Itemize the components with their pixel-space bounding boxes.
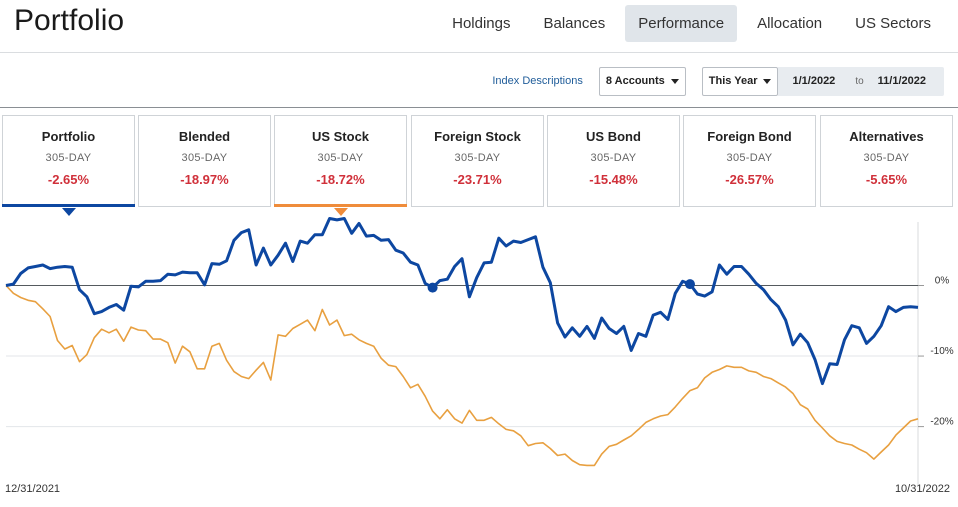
card-period: 305-DAY xyxy=(454,152,501,164)
portfolio-series-line xyxy=(5,217,919,386)
card-blended[interactable]: Blended 305-DAY -18.97% xyxy=(138,115,271,207)
card-period: 305-DAY xyxy=(45,152,92,164)
card-period: 305-DAY xyxy=(726,152,773,164)
card-title: Alternatives xyxy=(849,129,924,144)
performance-chart: 0% -10% -20% 12/31/2021 10/31/2022 xyxy=(0,214,958,507)
date-separator: to xyxy=(855,75,864,87)
series-layer xyxy=(5,217,919,467)
card-value: -26.57% xyxy=(725,172,774,187)
card-us-stock[interactable]: US Stock 305-DAY -18.72% xyxy=(274,115,407,216)
header-divider xyxy=(0,52,958,53)
card-alternatives[interactable]: Alternatives 305-DAY -5.65% xyxy=(820,115,953,207)
label-layer: 0% -10% -20% xyxy=(930,276,953,428)
header: Portfolio Holdings Balances Performance … xyxy=(0,0,958,46)
card-period: 305-DAY xyxy=(590,152,637,164)
card-period: 305-DAY xyxy=(317,152,364,164)
chart-svg: 0% -10% -20% xyxy=(5,217,954,486)
chevron-down-icon xyxy=(670,78,679,84)
nav-tabs: Holdings Balances Performance Allocation… xyxy=(432,5,944,42)
card-value: -2.65% xyxy=(47,172,90,187)
chevron-down-icon xyxy=(763,78,772,84)
card-title: Portfolio xyxy=(41,129,96,144)
tab-us-sectors[interactable]: US Sectors xyxy=(855,15,931,32)
tab-holdings[interactable]: Holdings xyxy=(452,15,511,32)
x-end-label: 10/31/2022 xyxy=(894,483,950,495)
card-value: -5.65% xyxy=(865,172,908,187)
date-from-field[interactable]: 1/1/2022 xyxy=(792,75,836,87)
controls-divider xyxy=(0,107,958,108)
selected-indicator xyxy=(274,204,407,207)
card-value: -18.72% xyxy=(316,172,365,187)
tab-allocation[interactable]: Allocation xyxy=(757,15,823,32)
card-portfolio[interactable]: Portfolio 305-DAY -2.65% xyxy=(2,115,135,216)
accounts-dropdown-label: 8 Accounts xyxy=(605,75,665,87)
index-descriptions-link[interactable]: Index Descriptions xyxy=(492,75,583,87)
x-start-label: 12/31/2021 xyxy=(5,483,61,495)
range-dropdown[interactable]: This Year xyxy=(701,66,779,96)
card-foreign-stock[interactable]: Foreign Stock 305-DAY -23.71% xyxy=(411,115,544,207)
date-range: 1/1/2022 to 11/1/2022 xyxy=(778,66,944,96)
performance-cards: Portfolio 305-DAY -2.65% Blended 305-DAY… xyxy=(2,115,956,216)
y-tick-label: 0% xyxy=(935,276,950,287)
card-title: Foreign Stock xyxy=(434,129,521,144)
card-value: -18.97% xyxy=(180,172,229,187)
card-value: -23.71% xyxy=(453,172,502,187)
y-tick-label: -10% xyxy=(930,346,953,357)
card-period: 305-DAY xyxy=(181,152,228,164)
benchmark-series-line xyxy=(5,284,919,467)
series-marker-dot xyxy=(427,282,438,293)
card-title: US Stock xyxy=(311,129,370,144)
caret-down-icon xyxy=(61,208,76,216)
y-tick-label: -20% xyxy=(930,417,953,428)
caret-down-icon xyxy=(333,208,348,216)
range-dropdown-label: This Year xyxy=(708,75,758,87)
series-marker-dot xyxy=(685,279,695,290)
card-period: 305-DAY xyxy=(863,152,910,164)
date-to-field[interactable]: 11/1/2022 xyxy=(877,75,926,87)
card-title: US Bond xyxy=(586,129,641,144)
tab-performance[interactable]: Performance xyxy=(625,5,738,42)
card-value: -15.48% xyxy=(589,172,638,187)
card-title: Blended xyxy=(178,129,231,144)
card-foreign-bond[interactable]: Foreign Bond 305-DAY -26.57% xyxy=(683,115,816,207)
card-title: Foreign Bond xyxy=(707,129,792,144)
grid-layer xyxy=(6,222,924,486)
tab-balances[interactable]: Balances xyxy=(543,15,606,32)
card-us-bond[interactable]: US Bond 305-DAY -15.48% xyxy=(547,115,680,207)
page-title: Portfolio xyxy=(14,4,125,37)
controls-bar: Index Descriptions 8 Accounts This Year … xyxy=(492,66,944,96)
selected-indicator xyxy=(2,204,135,207)
accounts-dropdown[interactable]: 8 Accounts xyxy=(598,66,686,96)
